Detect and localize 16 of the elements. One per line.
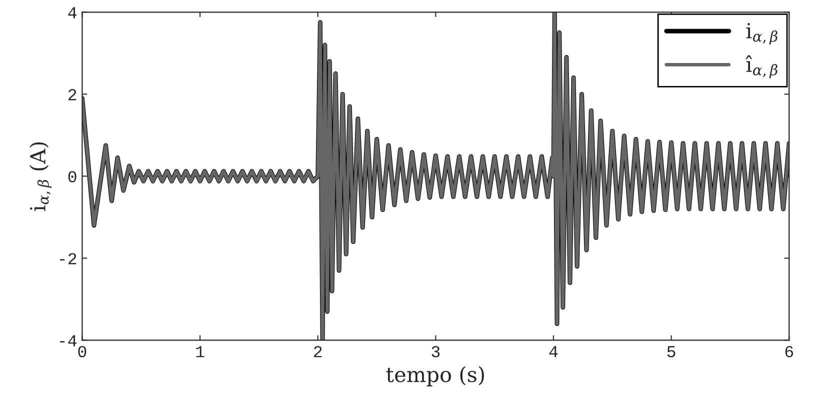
legend-label: î$_{α,β}$	[746, 55, 778, 78]
x-tick-label: 5	[667, 346, 676, 358]
y-tick-label: -2	[60, 253, 76, 264]
y-axis-title: i$_{α,β}$ (A)	[29, 142, 52, 211]
x-tick-label: 0	[78, 346, 86, 358]
y-tick-label: 0	[68, 171, 76, 182]
x-tick-label: 3	[432, 346, 440, 358]
x-tick-label: 6	[785, 346, 794, 358]
y-tick-label: 2	[68, 89, 76, 100]
x-axis-title: tempo (s)	[386, 366, 484, 386]
x-tick-label: 2	[314, 346, 322, 358]
y-tick-label: -4	[60, 335, 76, 346]
x-tick-label: 4	[549, 346, 558, 358]
x-tick-label: 1	[196, 346, 204, 358]
y-tick-label: 4	[68, 7, 76, 18]
legend-label: i$_{α,β}$	[746, 22, 778, 45]
